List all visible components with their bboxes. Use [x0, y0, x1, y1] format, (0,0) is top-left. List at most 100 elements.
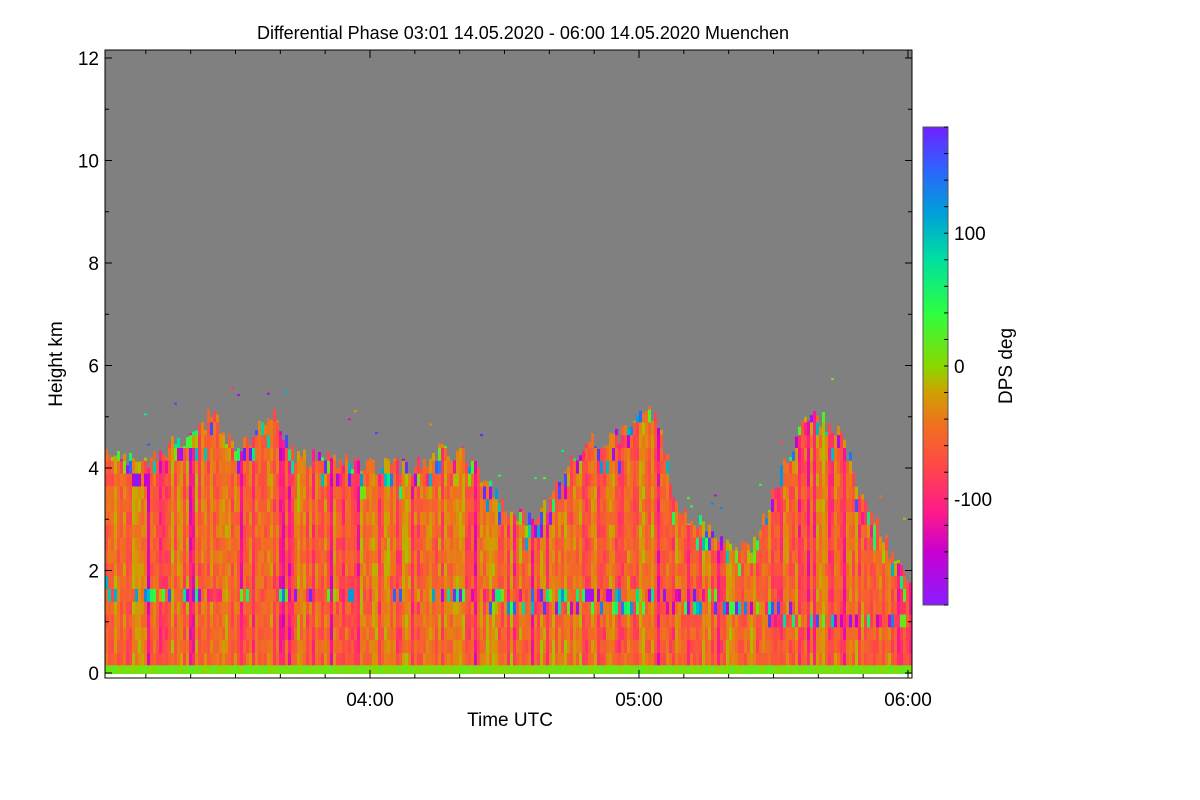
heatmap-cell	[666, 639, 669, 653]
heatmap-column	[834, 435, 837, 674]
heatmap-column	[840, 432, 843, 674]
ground-clutter-cell	[177, 665, 180, 674]
heatmap-cell	[792, 550, 795, 564]
heatmap-cell	[498, 601, 501, 615]
heatmap-cell	[660, 537, 663, 551]
heatmap-cell	[780, 498, 783, 513]
heatmap-cell	[624, 498, 627, 513]
heatmap-cell	[273, 575, 276, 589]
heatmap-cell	[204, 430, 207, 436]
heatmap-cell	[801, 639, 804, 653]
heatmap-cell	[543, 498, 546, 500]
heatmap-cell	[171, 511, 174, 525]
heatmap-cell	[813, 473, 816, 487]
ground-clutter-cell	[513, 665, 516, 674]
heatmap-cell	[246, 575, 249, 589]
heatmap-cell	[870, 575, 873, 589]
heatmap-cell	[822, 588, 825, 602]
heatmap-cell	[195, 652, 198, 666]
heatmap-cell	[351, 614, 354, 628]
heatmap-cell	[213, 562, 216, 577]
heatmap-cell	[201, 550, 204, 564]
heatmap-cell	[564, 550, 567, 564]
heatmap-cell	[159, 550, 162, 564]
heatmap-cell	[822, 421, 825, 436]
heatmap-column	[246, 438, 249, 674]
heatmap-cell	[180, 511, 183, 525]
heatmap-cell	[567, 466, 570, 474]
heatmap-cell	[597, 601, 600, 615]
heatmap-cell	[591, 434, 594, 448]
heatmap-cell	[165, 550, 168, 564]
heatmap-cell	[732, 549, 735, 551]
heatmap-cell	[567, 575, 570, 589]
heatmap-cell	[336, 473, 339, 487]
heatmap-cell	[405, 537, 408, 551]
heatmap-cell	[318, 652, 321, 666]
heatmap-column	[321, 457, 324, 674]
heatmap-cell	[612, 652, 615, 666]
heatmap-cell	[570, 485, 573, 500]
heatmap-cell	[792, 511, 795, 525]
heatmap-cell	[471, 460, 474, 474]
heatmap-cell	[273, 498, 276, 513]
heatmap-cell	[477, 614, 480, 628]
heatmap-cell	[294, 562, 297, 577]
heatmap-cell	[225, 511, 228, 525]
heatmap-cell	[345, 614, 348, 628]
heatmap-cell	[120, 537, 123, 551]
heatmap-cell	[828, 434, 831, 448]
heatmap-cell	[300, 524, 303, 538]
heatmap-cell	[174, 444, 177, 448]
heatmap-cell	[522, 652, 525, 666]
heatmap-cell	[843, 550, 846, 564]
heatmap-cell	[105, 588, 108, 602]
heatmap-cell	[441, 511, 444, 525]
heatmap-cell	[747, 601, 750, 615]
heatmap-cell	[150, 652, 153, 666]
heatmap-cell	[285, 485, 288, 500]
ground-clutter-cell	[783, 665, 786, 674]
heatmap-cell	[285, 652, 288, 666]
heatmap-column	[360, 471, 363, 674]
heatmap-cell	[723, 543, 726, 551]
heatmap-cell	[486, 588, 489, 602]
heatmap-cell	[570, 601, 573, 615]
heatmap-cell	[798, 460, 801, 474]
heatmap-cell	[195, 447, 198, 461]
heatmap-column	[852, 471, 855, 674]
heatmap-cell	[327, 524, 330, 538]
ground-clutter-cell	[246, 665, 249, 674]
heatmap-cell	[438, 550, 441, 564]
heatmap-cell	[618, 652, 621, 666]
heatmap-cell	[606, 614, 609, 628]
heatmap-cell	[408, 626, 411, 641]
heatmap-cell	[141, 601, 144, 615]
heatmap-cell	[117, 562, 120, 577]
ground-clutter-cell	[360, 665, 363, 674]
heatmap-cell	[231, 588, 234, 602]
heatmap-column	[738, 551, 741, 674]
heatmap-cell	[468, 614, 471, 628]
heatmap-cell	[156, 652, 159, 666]
heatmap-cell	[198, 524, 201, 538]
heatmap-cell	[468, 550, 471, 564]
heatmap-cell	[348, 652, 351, 666]
heatmap-cell	[669, 483, 672, 487]
heatmap-cell	[849, 614, 852, 628]
heatmap-cell	[300, 614, 303, 628]
heatmap-cell	[372, 485, 375, 500]
heatmap-cell	[105, 485, 108, 500]
heatmap-cell	[849, 588, 852, 602]
heatmap-cell	[126, 524, 129, 538]
heatmap-cell	[633, 575, 636, 589]
ground-clutter-cell	[321, 665, 324, 674]
heatmap-cell	[636, 562, 639, 577]
ground-clutter-cell	[138, 665, 141, 674]
heatmap-cell	[246, 537, 249, 551]
heatmap-cell	[180, 473, 183, 487]
heatmap-cell	[492, 524, 495, 538]
heatmap-cell	[765, 614, 768, 628]
heatmap-cell	[177, 614, 180, 628]
ground-clutter-cell	[600, 665, 603, 674]
